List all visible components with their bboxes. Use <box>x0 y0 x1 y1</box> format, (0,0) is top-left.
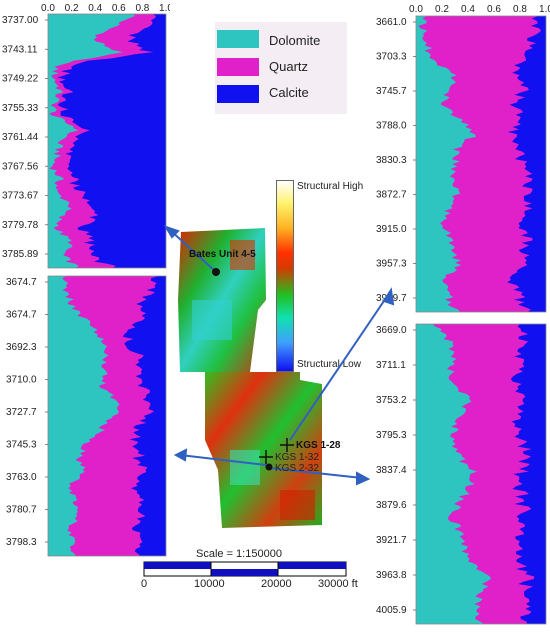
well-marker-bates <box>212 268 220 276</box>
scalebar-tick-2: 20000 <box>261 578 292 590</box>
plot-frame <box>47 275 167 557</box>
map-patch <box>230 450 260 485</box>
depth-tick-label: 3755.33 <box>2 103 39 114</box>
depth-tick-label: 3779.78 <box>2 220 39 231</box>
legend-swatch-quartz <box>217 58 259 76</box>
scalebar-segment <box>144 562 211 569</box>
depth-tick-label: 3798.3 <box>6 537 37 548</box>
depth-tick-label: 3785.89 <box>2 249 39 260</box>
well-marker-kgs-2-32 <box>265 463 273 471</box>
depth-tick-label: 3674.7 <box>6 310 37 321</box>
scalebar <box>143 561 347 577</box>
map-patch <box>280 490 315 520</box>
depth-tick-label: 3767.56 <box>2 161 39 172</box>
legend-label-calcite: Calcite <box>269 85 309 100</box>
quartz-area <box>48 14 156 268</box>
legend-swatch-dolomite <box>217 30 259 48</box>
structure-colorbar <box>276 180 294 372</box>
x-tick-label: 0.2 <box>65 3 79 14</box>
depth-tick-label: 3999.7 <box>376 293 407 304</box>
depth-tick-label: 3957.3 <box>376 259 407 270</box>
scalebar-tick-1: 10000 <box>194 578 225 590</box>
colorbar-high-label: Structural High <box>297 181 364 192</box>
plot-frame <box>415 323 547 625</box>
legend-swatch-calcite <box>217 85 259 103</box>
dolomite-area <box>416 324 491 624</box>
arrow-to-bottom-left-log <box>179 454 267 466</box>
plot-frame <box>47 13 167 269</box>
map-patch <box>192 300 232 340</box>
plot-frame <box>415 15 547 313</box>
x-tick-label: 1.0 <box>539 4 550 15</box>
x-tick-label: 0.0 <box>409 4 423 15</box>
depth-tick-label: 3921.7 <box>376 535 407 546</box>
dolomite-area <box>48 14 135 268</box>
log-panel-top-left: 0.0 0.2 0.4 0.6 0.8 1.0 3737.00 3743.11 3749.22 3… <box>0 0 173 272</box>
depth-tick-label: 3788.0 <box>376 121 407 132</box>
dolomite-area <box>416 16 476 312</box>
dolomite-area <box>48 276 120 556</box>
log-chart-top-left: 0.0 0.2 0.4 0.6 0.8 1.0 3737.00 3743.11 3749.22 3… <box>2 3 173 269</box>
depth-tick-label: 3710.0 <box>6 375 37 386</box>
legend-label-quartz: Quartz <box>269 59 309 74</box>
scalebar-segment <box>278 562 346 569</box>
x-tick-label: 0.2 <box>435 4 449 15</box>
scalebar-tick-0: 0 <box>141 578 148 590</box>
log-panel-bottom-left: 3674.7 3674.7 3692.3 3710.0 3727.7 3745.3 3763… <box>0 270 170 558</box>
log-panel-bottom-right: 3669.0 3711.1 3753.2 3795.3 3837.4 3879.6 3921… <box>370 316 550 628</box>
depth-tick-label: 3879.6 <box>376 500 407 511</box>
depth-tick-label: 3773.67 <box>2 191 39 202</box>
x-tick-label: 0.0 <box>41 3 55 14</box>
arrow-head <box>173 448 188 462</box>
depth-tick-label: 3674.7 <box>6 277 37 288</box>
depth-tick-label: 3749.22 <box>2 74 39 85</box>
depth-tick-label: 3661.0 <box>376 17 407 28</box>
depth-tick-label: 3763.0 <box>6 472 37 483</box>
depth-tick-label: 3692.3 <box>6 342 37 353</box>
x-tick-label: 1.0 <box>159 3 170 14</box>
log-chart-bottom-left: 3674.7 3674.7 3692.3 3710.0 3727.7 3745.3 3763… <box>6 275 167 557</box>
depth-tick-label: 3780.7 <box>6 505 37 516</box>
colorbar-low-label: Structural Low <box>297 359 361 370</box>
x-tick-label: 0.8 <box>135 3 149 14</box>
scalebar-segment <box>211 569 278 576</box>
x-tick-label: 0.4 <box>461 4 475 15</box>
depth-tick-label: 3743.11 <box>2 44 38 55</box>
legend-label-dolomite: Dolomite <box>269 33 321 48</box>
scalebar-tick-3: 30000 ft <box>318 578 358 590</box>
depth-tick-label: 3669.0 <box>376 325 407 336</box>
depth-tick-label: 3963.8 <box>376 570 407 581</box>
x-tick-label: 0.4 <box>88 3 102 14</box>
well-label-kgs-1-32: KGS 1-32 <box>275 452 319 463</box>
x-tick-label: 0.6 <box>487 4 501 15</box>
well-label-kgs-2-32: KGS 2-32 <box>275 463 319 474</box>
depth-tick-label: 3745.7 <box>376 86 407 97</box>
x-tick-label: 0.6 <box>112 3 126 14</box>
legend: Dolomite Quartz Calcite <box>215 22 347 114</box>
depth-tick-label: 3761.44 <box>2 132 39 143</box>
arrow-head <box>356 471 371 486</box>
depth-tick-label: 3837.4 <box>376 465 407 476</box>
x-tick-label: 0.8 <box>513 4 527 15</box>
depth-tick-label: 3737.00 <box>2 15 39 26</box>
depth-tick-label: 3872.7 <box>376 190 407 201</box>
scale-title: Scale = 1:150000 <box>196 548 282 560</box>
depth-tick-label: 3727.7 <box>6 407 37 418</box>
depth-tick-label: 3915.0 <box>376 224 407 235</box>
log-chart-bottom-right: 3669.0 3711.1 3753.2 3795.3 3837.4 3879.6 3921… <box>376 323 547 625</box>
well-label-bates: Bates Unit 4-5 <box>189 249 256 260</box>
depth-tick-label: 3753.2 <box>376 395 407 406</box>
depth-tick-label: 3795.3 <box>376 430 407 441</box>
depth-tick-label: 3745.3 <box>6 440 37 451</box>
depth-tick-label: 3711.1 <box>376 360 406 371</box>
well-label-kgs-1-28: KGS 1-28 <box>296 440 341 451</box>
log-panel-top-right: 0.0 0.2 0.4 0.6 0.8 1.0 3661.0 3703.3 3745.7 3788… <box>370 0 550 318</box>
depth-tick-label: 3703.3 <box>376 52 407 63</box>
log-chart-top-right: 0.0 0.2 0.4 0.6 0.8 1.0 3661.0 3703.3 3745.7 3788… <box>376 4 550 313</box>
depth-tick-label: 3830.3 <box>376 155 407 166</box>
depth-tick-label: 4005.9 <box>376 605 407 616</box>
